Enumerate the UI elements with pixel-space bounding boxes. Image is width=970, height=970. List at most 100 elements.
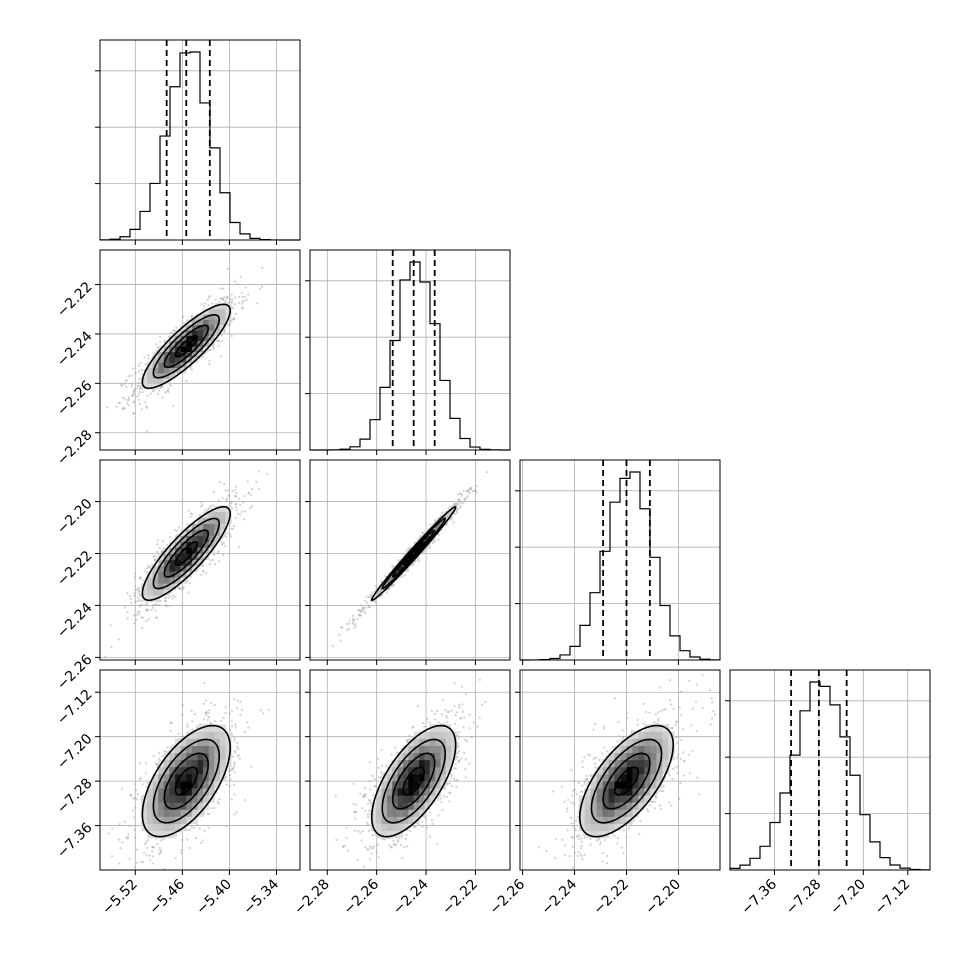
density-cell	[169, 362, 176, 369]
sample-point	[118, 823, 121, 826]
density-cell	[169, 752, 176, 761]
density-cell	[197, 330, 204, 336]
sample-point	[357, 613, 360, 616]
sample-point	[168, 604, 171, 608]
sample-point	[460, 494, 464, 497]
density-panel-3-0: −5.52 −5.46 −5.40 −5.34−7.36−7.28−7.20−7.12	[54, 669, 301, 918]
density-cell	[191, 781, 198, 789]
sample-point	[241, 302, 244, 305]
sample-point	[207, 715, 211, 719]
density-cell	[197, 731, 204, 739]
sample-point	[196, 823, 199, 826]
sample-point	[158, 546, 161, 549]
density-cell	[146, 816, 153, 825]
density-cell	[191, 523, 198, 530]
density-cell	[186, 795, 193, 803]
density-cell	[214, 314, 221, 320]
sample-point	[239, 513, 242, 516]
sample-point	[237, 512, 240, 515]
density-cell	[186, 809, 193, 817]
sample-point	[425, 547, 428, 550]
sample-point	[262, 712, 265, 715]
sample-point	[221, 543, 224, 547]
sample-point	[230, 535, 233, 538]
density-cell	[175, 335, 181, 342]
histogram-steps	[519, 471, 721, 661]
sample-point	[229, 778, 232, 781]
sample-point	[463, 498, 466, 502]
density-cell	[169, 547, 176, 554]
sample-point	[228, 297, 232, 300]
sample-point	[151, 606, 154, 609]
density-cell	[158, 577, 165, 584]
sample-point	[123, 820, 126, 823]
sample-point	[230, 293, 233, 296]
density-cell	[180, 759, 187, 768]
density-cell	[163, 774, 170, 782]
sample-point	[232, 755, 235, 759]
density-cell	[197, 788, 204, 796]
sample-point	[216, 551, 219, 554]
sample-point	[191, 720, 194, 723]
sample-point	[201, 504, 204, 507]
sample-point	[220, 334, 223, 337]
x-tick-label: −5.52	[99, 876, 141, 918]
sample-point	[107, 832, 110, 835]
density-cell	[186, 738, 193, 746]
sample-point	[221, 298, 224, 301]
sample-point	[352, 618, 355, 621]
density-cell	[191, 774, 198, 782]
x-tick-label: −7.20	[827, 876, 869, 918]
sample-point	[417, 559, 420, 563]
sample-point	[258, 287, 261, 291]
histogram-steps	[729, 681, 931, 871]
sample-point	[456, 493, 459, 496]
sample-point	[144, 771, 147, 775]
contour-line	[381, 517, 447, 590]
sample-point	[198, 514, 202, 517]
density-cell	[219, 738, 226, 746]
sample-point	[209, 722, 212, 725]
sample-point	[172, 331, 175, 335]
sample-point	[243, 300, 246, 303]
density-cell	[141, 809, 148, 817]
sample-point	[152, 855, 155, 858]
sample-point	[243, 730, 247, 733]
density-cell	[152, 565, 159, 572]
density-cell	[191, 731, 198, 739]
density-cell	[208, 529, 215, 536]
sample-point	[133, 622, 136, 625]
sample-point	[206, 812, 209, 815]
density-cell	[146, 583, 153, 590]
sample-point	[169, 595, 172, 598]
density-cell	[175, 809, 181, 817]
sample-point	[132, 412, 135, 415]
sample-point	[446, 523, 449, 526]
density-cell	[163, 351, 170, 358]
density-cell	[225, 738, 232, 746]
density-cell	[152, 781, 159, 789]
sample-point	[267, 708, 270, 711]
density-cell	[169, 823, 176, 832]
sample-point	[133, 594, 136, 598]
density-cell	[169, 788, 176, 796]
sample-point	[387, 587, 391, 591]
sample-point	[241, 300, 244, 303]
sample-point	[226, 296, 229, 299]
sample-point	[146, 602, 149, 605]
density-cell	[191, 541, 198, 548]
sample-point	[214, 563, 217, 566]
sample-point	[121, 407, 124, 411]
sample-point	[217, 344, 220, 347]
sample-point	[226, 489, 229, 492]
sample-point	[141, 616, 144, 619]
sample-point	[178, 587, 181, 590]
sample-point	[188, 828, 191, 831]
sample-point	[165, 605, 168, 608]
sample-point	[205, 714, 208, 717]
sample-point	[222, 299, 226, 302]
sample-point	[257, 487, 260, 491]
sample-point	[147, 618, 150, 621]
sample-point	[207, 508, 210, 511]
sample-point	[242, 518, 246, 521]
